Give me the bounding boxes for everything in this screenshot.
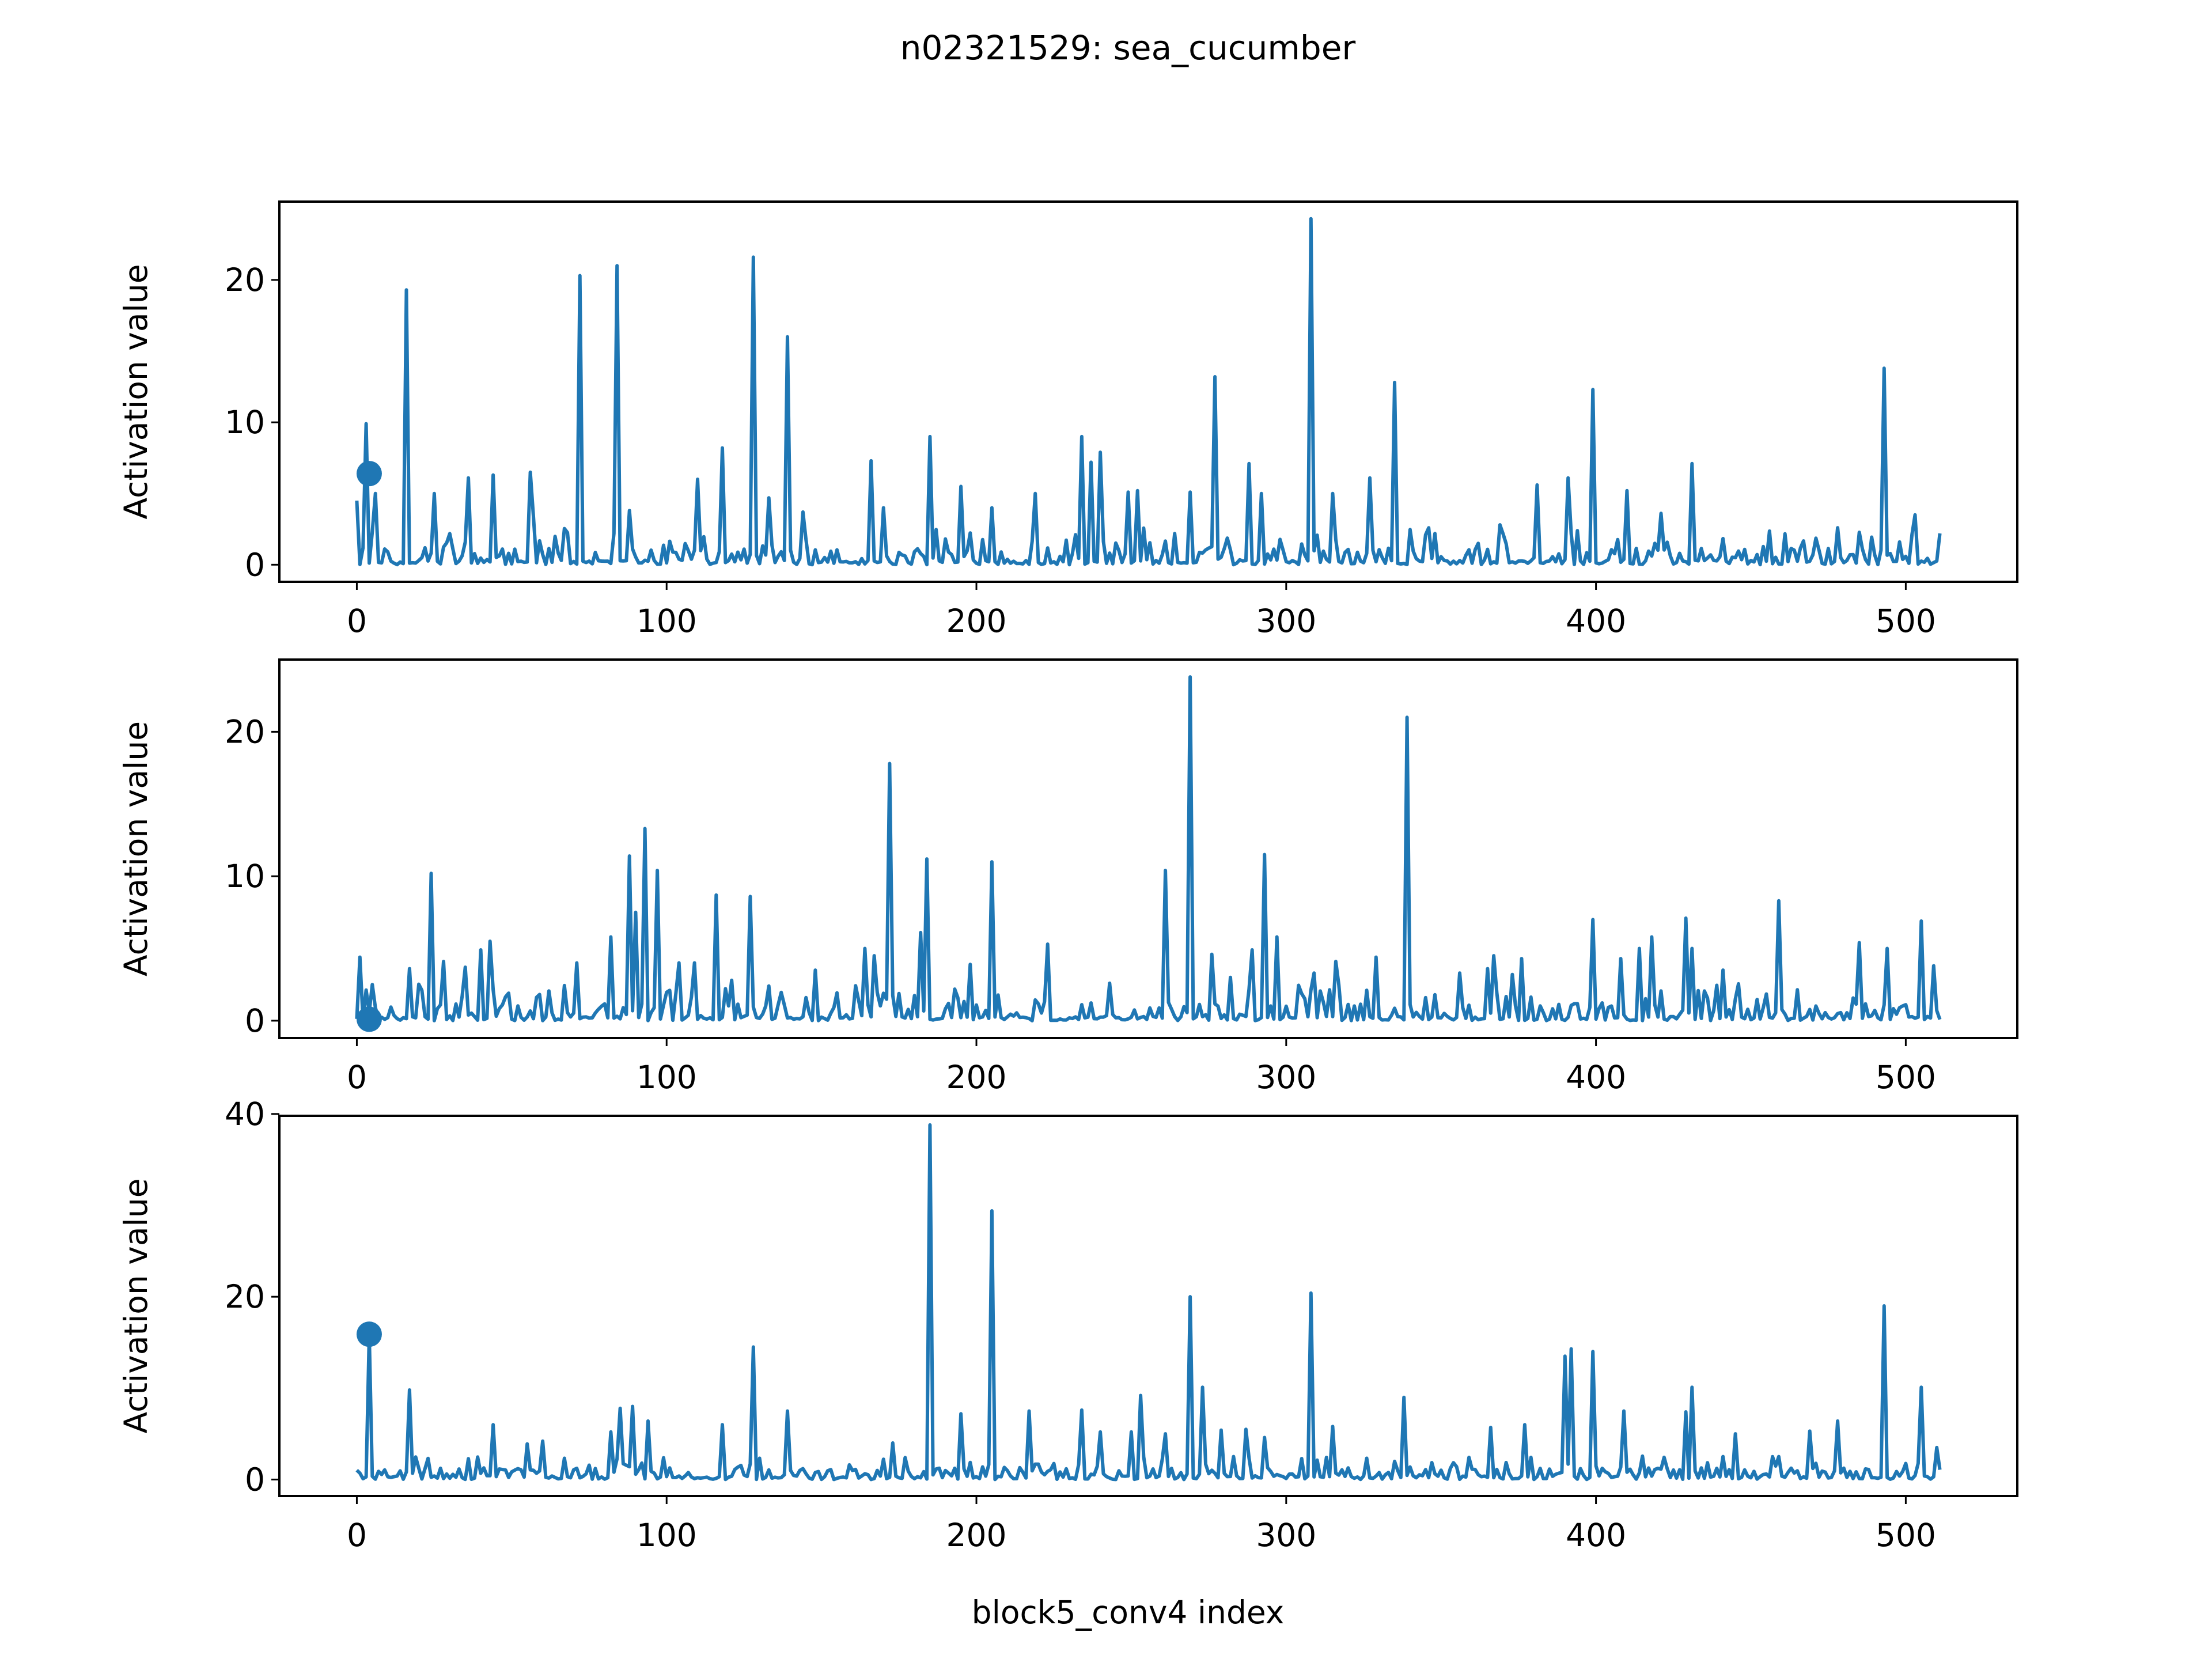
subplot-1: 0 100 200 300 400 500 0 10 20 Activation value [118, 200, 2018, 639]
x-tick-label: 200 [946, 603, 1007, 639]
x-tick-label: 300 [1256, 603, 1316, 639]
x-tick-label: 100 [637, 603, 697, 639]
x-tick-label: 500 [1876, 1517, 1936, 1554]
y-tick-label: 0 [245, 546, 265, 583]
x-tick-label: 400 [1566, 1517, 1626, 1554]
x-tick-label: 300 [1256, 1059, 1316, 1096]
axes-frame [278, 658, 2018, 1039]
y-tick-label: 20 [225, 262, 265, 298]
series-line [355, 217, 1942, 567]
y-axis-label: Activation value [118, 264, 154, 519]
subplot-2: 0 100 200 300 400 500 0 10 20 Activation value [118, 658, 2018, 1096]
y-axis-label: Activation value [118, 1178, 154, 1433]
x-tick-label: 400 [1566, 1059, 1626, 1096]
axes-frame [278, 200, 2018, 583]
highlight-marker [356, 1321, 382, 1347]
y-axis-label: Activation value [118, 721, 154, 976]
x-tick-label: 200 [946, 1059, 1007, 1096]
highlight-marker [356, 461, 382, 487]
x-tick-label: 500 [1876, 603, 1936, 639]
y-tick-label: 40 [225, 1096, 265, 1132]
series-line [355, 675, 1942, 1022]
y-tick-label: 10 [225, 858, 265, 895]
x-tick-label: 0 [347, 603, 367, 639]
x-tick-label: 300 [1256, 1517, 1316, 1554]
x-axis-label: block5_conv4 index [972, 1594, 1285, 1631]
x-tick-label: 400 [1566, 603, 1626, 639]
series-line [355, 1123, 1942, 1482]
x-tick-label: 0 [347, 1517, 367, 1554]
x-tick-label: 200 [946, 1517, 1007, 1554]
y-tick-label: 20 [225, 713, 265, 750]
y-tick-label: 20 [225, 1278, 265, 1315]
axes-frame [278, 1115, 2018, 1497]
y-tick-label: 10 [225, 404, 265, 441]
subplot-3: 0 100 200 300 400 500 0 20 40 Activation value [118, 1096, 2018, 1554]
highlight-marker [356, 1006, 382, 1032]
y-tick-label: 0 [245, 1461, 265, 1498]
x-tick-label: 100 [637, 1517, 697, 1554]
x-tick-label: 500 [1876, 1059, 1936, 1096]
y-tick-label: 0 [245, 1002, 265, 1039]
figure-title: n02321529: sea_cucumber [900, 28, 1356, 67]
x-tick-label: 100 [637, 1059, 697, 1096]
x-tick-label: 0 [347, 1059, 367, 1096]
